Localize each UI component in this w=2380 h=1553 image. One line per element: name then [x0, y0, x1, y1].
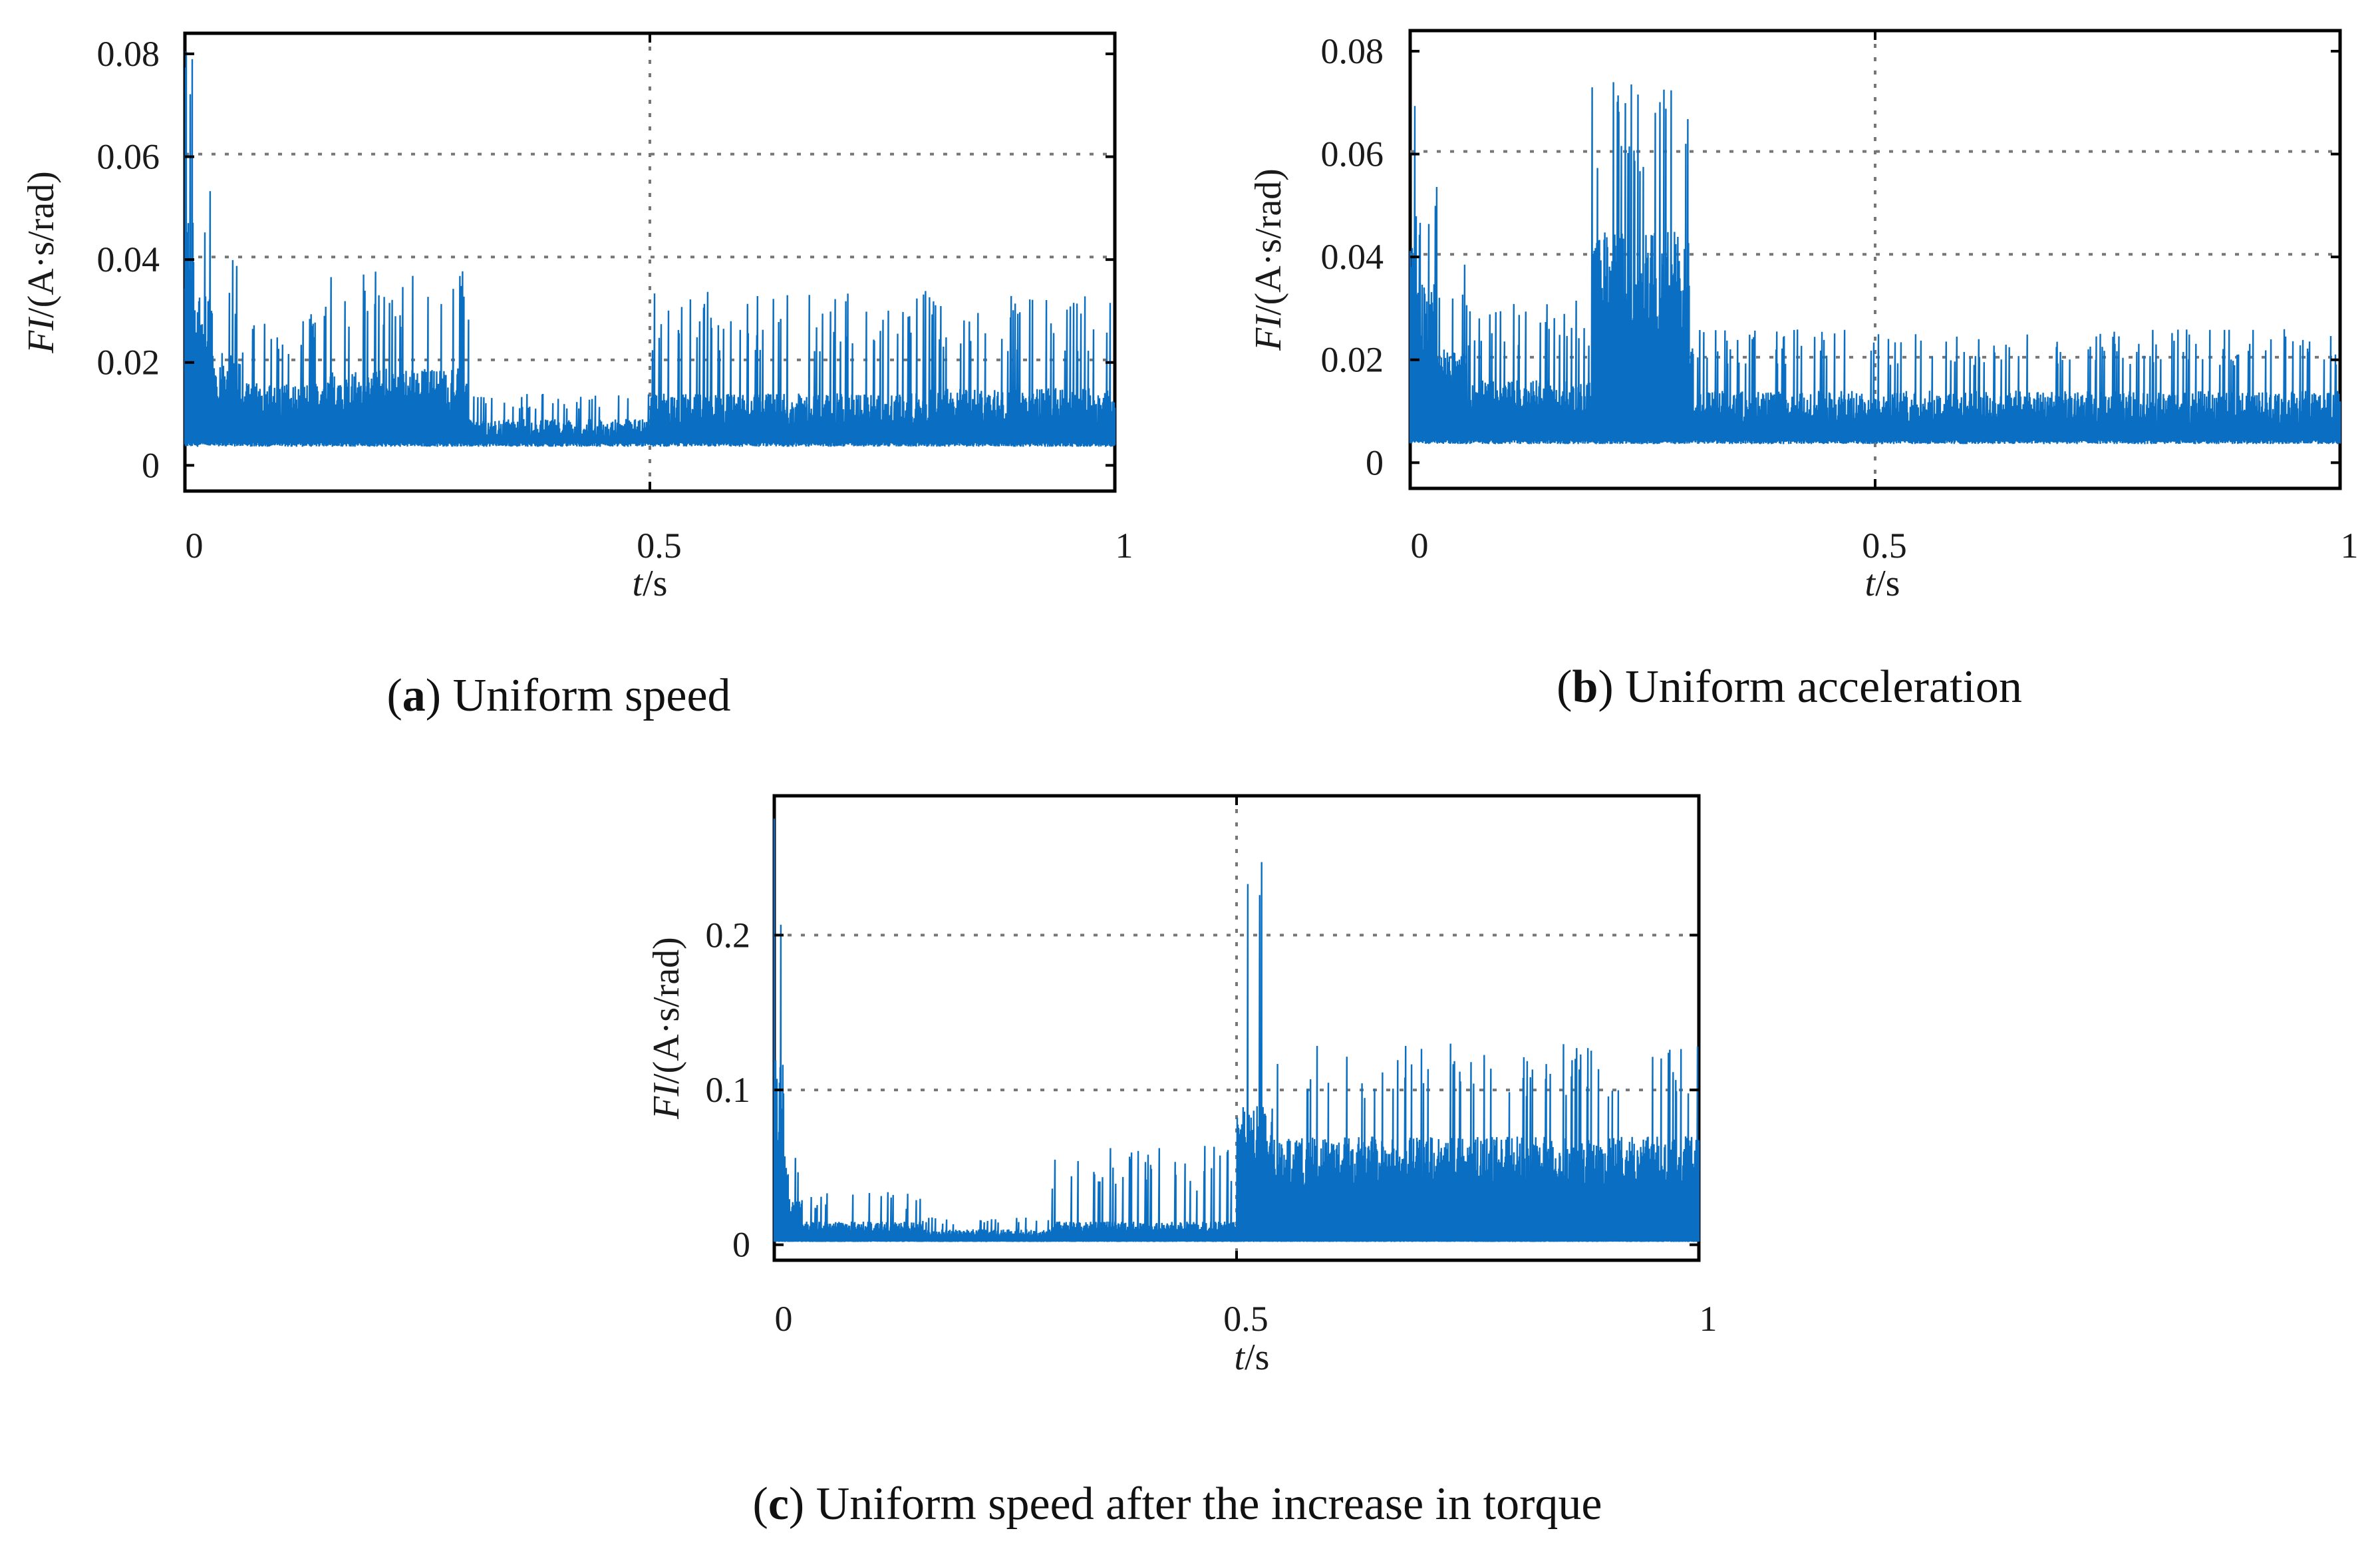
xlabel-unit-b: /s — [1875, 563, 1900, 604]
ytick-label-b-2: 0.04 — [1321, 237, 1384, 277]
ylabel-unit-b: /(A·s/rad) — [1248, 168, 1289, 315]
ytick-label-b-0: 0 — [1366, 442, 1384, 482]
ytick-label-c-2: 0.2 — [706, 915, 751, 955]
ylabel-italic-a: FI — [21, 317, 62, 354]
caption-label-b: b — [1572, 661, 1598, 713]
ylabel-b: FI/(A·s/rad) — [1248, 168, 1289, 351]
panel-a: 00.020.040.060.080 0.5 1 FI/(A·s/rad) t/s … — [21, 31, 1133, 721]
caption-text-a: Uniform speed — [453, 670, 731, 721]
xtick-label-b-2: 1 — [2341, 526, 2359, 566]
ytick-label-b-4: 0.08 — [1321, 31, 1384, 71]
caption-a: (a) Uniform speed — [386, 670, 730, 721]
axes-a: 0 0.02 0.04 0.06 0.08 0 0.5 1 — [97, 33, 1133, 566]
ylabel-a: FI/(A·s/rad) — [21, 171, 62, 354]
panel-c: 0 0.1 0.2 0 0.5 1 FI/(A·s/rad) t/s (c) Unifor… — [646, 794, 1717, 1530]
ytick-label-b-3: 0.06 — [1321, 134, 1384, 174]
series-line-b — [1409, 82, 2341, 444]
caption-text-c: Uniform speed after the increase in torq… — [816, 1478, 1602, 1530]
xtick-label-c-0: 0 — [775, 1299, 793, 1339]
ylabel-italic-b: FI — [1248, 314, 1289, 351]
ylabel-unit-a: /(A·s/rad) — [21, 171, 62, 318]
xlabel-unit-c: /s — [1245, 1337, 1269, 1378]
series-line-c — [773, 818, 1700, 1242]
xtick-label-a-0: 0 — [186, 526, 204, 566]
xlabel-italic-c: t — [1235, 1337, 1246, 1378]
ytick-label-a-3: 0.06 — [97, 137, 160, 177]
xtick-label-a-2: 1 — [1116, 526, 1133, 566]
xlabel-unit-a: /s — [643, 563, 667, 604]
xlabel-italic-a: t — [633, 563, 644, 604]
ytick-label-a-4: 0.08 — [97, 34, 160, 74]
xlabel-italic-b: t — [1865, 563, 1876, 604]
xtick-label-b-0: 0 — [1411, 526, 1429, 566]
panel-b: 00.020.040.060.080 0.5 1 FI/(A·s/rad) t/s … — [1248, 29, 2359, 713]
caption-b: (b) Uniform acceleration — [1557, 661, 2022, 713]
xtick-label-b-1: 0.5 — [1862, 526, 1907, 566]
ylabel-c: FI/(A·s/rad) — [646, 937, 687, 1120]
axes-b: 0 0.02 0.04 0.06 0.08 0 0.5 1 — [1321, 31, 2359, 566]
series-line-a — [184, 51, 1116, 447]
ytick-label-c-1: 0.1 — [706, 1070, 751, 1110]
xlabel-b: t/s — [1865, 563, 1900, 604]
caption-text-b: Uniform acceleration — [1625, 661, 2022, 713]
axes-c: 0 0.1 0.2 0 0.5 1 — [706, 796, 1717, 1339]
caption-label-c: c — [768, 1478, 789, 1530]
ytick-label-c-0: 0 — [732, 1225, 750, 1265]
xtick-label-c-1: 0.5 — [1223, 1299, 1268, 1339]
xtick-label-c-2: 1 — [1700, 1299, 1717, 1339]
ytick-label-a-2: 0.04 — [97, 240, 160, 279]
xtick-label-a-1: 0.5 — [637, 526, 682, 566]
xlabel-a: t/s — [633, 563, 668, 604]
ytick-label-a-1: 0.02 — [97, 343, 160, 383]
ylabel-unit-c: /(A·s/rad) — [646, 937, 687, 1084]
caption-label-a: a — [402, 670, 426, 721]
plot-area-c — [773, 796, 1700, 1260]
plot-area-a — [184, 33, 1116, 491]
plot-area-b — [1409, 31, 2341, 488]
ytick-label-a-0: 0 — [142, 445, 160, 485]
caption-c: (c) Uniform speed after the increase in … — [753, 1478, 1602, 1530]
xlabel-c: t/s — [1235, 1337, 1270, 1378]
ylabel-italic-c: FI — [646, 1083, 687, 1120]
ytick-label-b-1: 0.02 — [1321, 340, 1384, 380]
